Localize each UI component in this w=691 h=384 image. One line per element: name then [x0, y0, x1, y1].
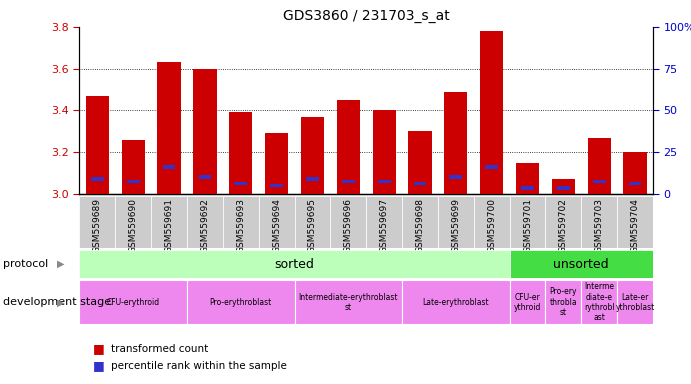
Bar	[187, 196, 223, 248]
Bar	[127, 179, 140, 183]
Bar	[617, 280, 653, 324]
Bar	[587, 137, 611, 194]
Bar	[617, 196, 653, 248]
Text: GSM559693: GSM559693	[236, 199, 245, 253]
Text: ▶: ▶	[57, 259, 64, 269]
Bar	[378, 179, 390, 183]
Text: percentile rank within the sample: percentile rank within the sample	[111, 361, 287, 371]
Text: GSM559690: GSM559690	[129, 199, 138, 253]
Text: ▶: ▶	[57, 297, 64, 308]
Text: ■: ■	[93, 342, 105, 355]
Bar	[408, 131, 432, 194]
Bar	[223, 196, 258, 248]
Bar	[545, 196, 581, 248]
Text: Intermediate-erythroblast
st: Intermediate-erythroblast st	[299, 293, 398, 312]
Text: GSM559692: GSM559692	[200, 199, 209, 253]
Bar	[629, 182, 641, 185]
Bar	[79, 280, 187, 324]
Bar	[330, 196, 366, 248]
Bar	[581, 280, 617, 324]
Text: GSM559698: GSM559698	[415, 199, 424, 253]
Bar	[581, 196, 617, 248]
Bar	[414, 182, 426, 185]
Text: Late-er
ythroblast: Late-er ythroblast	[616, 293, 654, 312]
Text: GSM559703: GSM559703	[595, 199, 604, 253]
Bar	[115, 196, 151, 248]
Bar	[480, 31, 503, 194]
Text: development stage: development stage	[3, 297, 111, 308]
Text: unsorted: unsorted	[553, 258, 609, 270]
Bar	[593, 179, 605, 183]
Text: GSM559701: GSM559701	[523, 199, 532, 253]
Text: GSM559695: GSM559695	[308, 199, 317, 253]
Text: protocol: protocol	[3, 259, 48, 269]
Text: Pro-erythroblast: Pro-erythroblast	[209, 298, 272, 307]
Bar	[402, 280, 509, 324]
Bar	[402, 196, 438, 248]
Bar	[193, 69, 216, 194]
Text: GSM559694: GSM559694	[272, 199, 281, 253]
Text: CFU-erythroid: CFU-erythroid	[106, 298, 160, 307]
Bar	[86, 96, 109, 194]
Bar	[485, 165, 498, 169]
Bar	[509, 196, 545, 248]
Text: Late-erythroblast: Late-erythroblast	[422, 298, 489, 307]
Bar	[623, 152, 647, 194]
Bar	[545, 280, 581, 324]
Bar	[509, 250, 653, 278]
Text: ■: ■	[93, 359, 105, 372]
Bar	[449, 175, 462, 179]
Bar	[474, 196, 509, 248]
Bar	[162, 165, 176, 169]
Title: GDS3860 / 231703_s_at: GDS3860 / 231703_s_at	[283, 9, 450, 23]
Bar	[265, 133, 288, 194]
Text: GSM559700: GSM559700	[487, 199, 496, 253]
Bar	[198, 175, 211, 179]
Bar	[79, 250, 509, 278]
Bar	[229, 113, 252, 194]
Bar	[516, 162, 539, 194]
Text: GSM559696: GSM559696	[344, 199, 353, 253]
Bar	[557, 186, 570, 190]
Text: CFU-er
ythroid: CFU-er ythroid	[514, 293, 541, 312]
Bar	[122, 140, 145, 194]
Bar	[366, 196, 402, 248]
Bar	[294, 280, 402, 324]
Bar	[342, 179, 354, 183]
Bar	[444, 92, 468, 194]
Text: GSM559689: GSM559689	[93, 199, 102, 253]
Bar	[234, 182, 247, 185]
Text: sorted: sorted	[274, 258, 314, 270]
Bar	[509, 280, 545, 324]
Bar	[294, 196, 330, 248]
Text: GSM559704: GSM559704	[631, 199, 640, 253]
Bar	[438, 196, 474, 248]
Text: GSM559702: GSM559702	[559, 199, 568, 253]
Bar	[301, 117, 324, 194]
Bar	[187, 280, 294, 324]
Text: transformed count: transformed count	[111, 344, 208, 354]
Bar	[551, 179, 575, 194]
Bar	[372, 111, 396, 194]
Bar	[521, 186, 534, 190]
Bar	[270, 184, 283, 187]
Bar	[306, 177, 319, 181]
Bar	[158, 62, 181, 194]
Text: Pro-ery
throbla
st: Pro-ery throbla st	[549, 288, 577, 317]
Bar	[258, 196, 294, 248]
Bar	[91, 177, 104, 181]
Bar	[337, 100, 360, 194]
Text: GSM559697: GSM559697	[379, 199, 388, 253]
Text: GSM559699: GSM559699	[451, 199, 460, 253]
Text: Interme
diate-e
rythrobl
ast: Interme diate-e rythrobl ast	[584, 282, 614, 323]
Text: GSM559691: GSM559691	[164, 199, 173, 253]
Bar	[79, 196, 115, 248]
Bar	[151, 196, 187, 248]
